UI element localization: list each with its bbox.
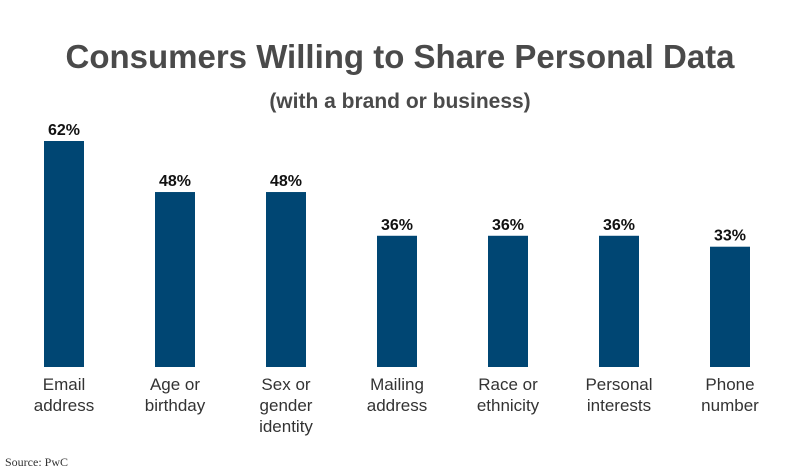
value-label-3: 36% (381, 217, 413, 234)
chart-title: Consumers Willing to Share Personal Data (65, 38, 735, 75)
bars-group (44, 141, 750, 367)
bar-2 (266, 192, 306, 367)
category-label-line: Sex or (261, 375, 310, 394)
category-label-line: ethnicity (477, 396, 540, 415)
category-label-line: gender (260, 396, 313, 415)
value-label-4: 36% (492, 217, 524, 234)
category-labels-group: Email address Age or birthday Sex or gender id… (34, 375, 759, 436)
chart-subtitle: (with a brand or business) (269, 90, 530, 113)
value-label-1: 48% (159, 173, 191, 190)
category-label-line: Age or (150, 375, 200, 394)
category-label-line: Phone (705, 375, 754, 394)
category-label-0: Email address (34, 375, 94, 415)
bar-6 (710, 246, 750, 367)
source-note: Source: PwC (5, 455, 68, 469)
value-label-5: 36% (603, 217, 635, 234)
category-label-2: Sex or gender identity (259, 375, 313, 436)
category-label-line: Mailing (370, 375, 424, 394)
category-label-line: identity (259, 417, 313, 436)
bar-5 (599, 235, 639, 367)
category-label-line: address (34, 396, 94, 415)
value-label-0: 62% (48, 122, 80, 139)
category-label-line: address (367, 396, 427, 415)
bar-0 (44, 141, 84, 367)
category-label-line: Email (43, 375, 86, 394)
category-label-line: Race or (478, 375, 538, 394)
category-label-line: interests (587, 396, 651, 415)
category-label-6: Phone number (701, 375, 759, 415)
category-label-line: Personal (585, 375, 652, 394)
category-label-5: Personal interests (585, 375, 652, 415)
value-label-6: 33% (714, 228, 746, 245)
bar-3 (377, 235, 417, 367)
category-label-3: Mailing address (367, 375, 427, 415)
category-label-line: birthday (145, 396, 206, 415)
category-label-4: Race or ethnicity (477, 375, 540, 415)
category-label-line: number (701, 396, 759, 415)
value-labels-group: 62% 48% 48% 36% 36% 36% 33% (48, 122, 746, 245)
category-label-1: Age or birthday (145, 375, 206, 415)
bar-1 (155, 192, 195, 367)
value-label-2: 48% (270, 173, 302, 190)
bar-4 (488, 235, 528, 367)
